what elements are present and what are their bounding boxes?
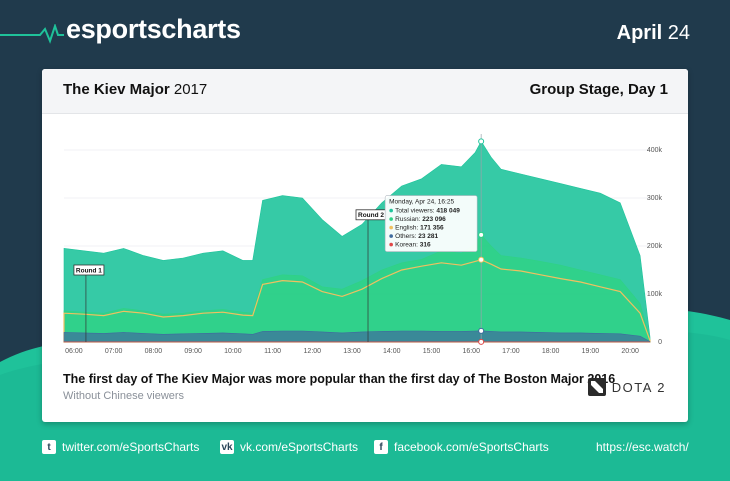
brand-logo[interactable]: esportscharts bbox=[66, 14, 241, 44]
annotation-label: Round 1 bbox=[76, 267, 102, 274]
chart-caption: The first day of The Kiev Major was more… bbox=[63, 372, 616, 386]
dota-logo-text: DOTA 2 bbox=[611, 379, 666, 395]
hover-marker bbox=[478, 256, 485, 263]
hover-marker bbox=[478, 138, 485, 145]
tooltip-row: Others: 23 281 bbox=[395, 233, 438, 240]
twitter-label: twitter.com/eSportsCharts bbox=[62, 440, 200, 454]
hover-marker bbox=[478, 231, 485, 238]
footer: t twitter.com/eSportsCharts vk vk.com/eS… bbox=[0, 440, 730, 464]
x-tick-label: 09:00 bbox=[184, 348, 202, 355]
dota2-logo: DOTA 2 bbox=[587, 378, 666, 396]
series-areas bbox=[63, 140, 651, 343]
annotations: Round 1 Round 2 bbox=[73, 209, 387, 342]
facebook-icon: f bbox=[374, 440, 388, 454]
stage-title: Group Stage, Day 1 bbox=[529, 81, 668, 98]
y-tick-label: 100k bbox=[647, 291, 663, 298]
date-day: 24 bbox=[667, 22, 690, 44]
y-axis: 0 100k 200k 300k 400k bbox=[647, 147, 663, 346]
x-tick-label: 10:00 bbox=[224, 348, 242, 355]
tooltip-dot bbox=[389, 217, 393, 221]
x-tick-label: 15:00 bbox=[423, 348, 441, 355]
x-tick-label: 07:00 bbox=[105, 348, 123, 355]
pulse-logo-icon bbox=[0, 24, 64, 44]
tooltip-dot bbox=[389, 234, 393, 238]
x-tick-label: 14:00 bbox=[383, 348, 401, 355]
tooltip-value: 23 281 bbox=[418, 233, 438, 240]
x-tick-label: 17:00 bbox=[502, 348, 520, 355]
tooltip-dot bbox=[389, 242, 393, 247]
twitter-link[interactable]: t twitter.com/eSportsCharts bbox=[42, 440, 199, 454]
date-month: April bbox=[616, 22, 663, 44]
website-label: https://esc.watch/ bbox=[596, 440, 689, 454]
area-english bbox=[63, 259, 651, 343]
tooltip-dot bbox=[389, 208, 393, 213]
tooltip-row: Total viewers: 418 049 bbox=[395, 208, 460, 215]
header: esportscharts April 24 bbox=[0, 0, 730, 70]
y-tick-label: 0 bbox=[658, 339, 662, 346]
annotation-box bbox=[73, 264, 105, 276]
vk-icon: vk bbox=[220, 440, 234, 454]
x-axis: 06:00 07:00 08:00 09:00 10:00 11:00 12:00 13:00… bbox=[65, 348, 639, 355]
vk-label: vk.com/eSportsCharts bbox=[240, 440, 359, 454]
y-tick-label: 400k bbox=[647, 147, 663, 154]
x-tick-label: 20:00 bbox=[621, 348, 639, 355]
viewership-chart[interactable]: 06:00 07:00 08:00 09:00 10:00 11:00 12:00 13:00… bbox=[42, 114, 688, 362]
tooltip-row: Korean: 316 bbox=[395, 242, 431, 249]
website-link[interactable]: https://esc.watch/ bbox=[596, 440, 689, 454]
x-tick-label: 06:00 bbox=[65, 348, 83, 355]
x-tick-label: 11:00 bbox=[264, 348, 281, 355]
tooltip-value: 418 049 bbox=[436, 208, 460, 215]
date-label: April 24 bbox=[617, 22, 690, 45]
tooltip-date: Monday, Apr 24, 16:25 bbox=[389, 199, 454, 206]
x-tick-label: 19:00 bbox=[582, 348, 600, 355]
annotation-label: Round 2 bbox=[358, 212, 384, 219]
facebook-link[interactable]: f facebook.com/eSportsCharts bbox=[374, 440, 549, 454]
facebook-label: facebook.com/eSportsCharts bbox=[394, 440, 549, 454]
y-tick-label: 300k bbox=[647, 195, 663, 202]
tooltip-dot bbox=[389, 225, 393, 230]
area-russian bbox=[63, 234, 651, 343]
x-tick-label: 18:00 bbox=[542, 348, 560, 355]
tooltip-value: 223 096 bbox=[422, 216, 446, 223]
tooltip-row: English: 171 356 bbox=[395, 225, 444, 232]
chart-subcaption: Without Chinese viewers bbox=[63, 390, 185, 402]
hover-marker bbox=[478, 338, 485, 345]
event-title: The Kiev Major 2017 bbox=[63, 81, 207, 98]
hover-marker bbox=[478, 327, 485, 334]
x-tick-label: 12:00 bbox=[304, 348, 322, 355]
x-tick-label: 16:00 bbox=[462, 348, 480, 355]
chart-card: The Kiev Major 2017 Group Stage, Day 1 0… bbox=[42, 69, 688, 422]
tooltip-row: Russian: 223 096 bbox=[395, 216, 446, 223]
dota-icon bbox=[587, 378, 606, 396]
card-header: The Kiev Major 2017 Group Stage, Day 1 bbox=[42, 69, 688, 114]
tooltip-value: 316 bbox=[420, 242, 431, 249]
twitter-icon: t bbox=[42, 440, 56, 454]
x-tick-label: 08:00 bbox=[145, 348, 163, 355]
event-year: 2017 bbox=[173, 81, 208, 98]
x-tick-label: 13:00 bbox=[343, 348, 361, 355]
vk-link[interactable]: vk vk.com/eSportsCharts bbox=[220, 440, 358, 454]
event-name: The Kiev Major bbox=[63, 81, 170, 98]
tooltip: Monday, Apr 24, 16:25 Total viewers: 418 … bbox=[384, 134, 485, 345]
tooltip-box bbox=[384, 195, 478, 252]
area-others bbox=[63, 330, 651, 343]
y-tick-label: 200k bbox=[647, 243, 663, 250]
tooltip-value: 171 356 bbox=[420, 225, 444, 232]
